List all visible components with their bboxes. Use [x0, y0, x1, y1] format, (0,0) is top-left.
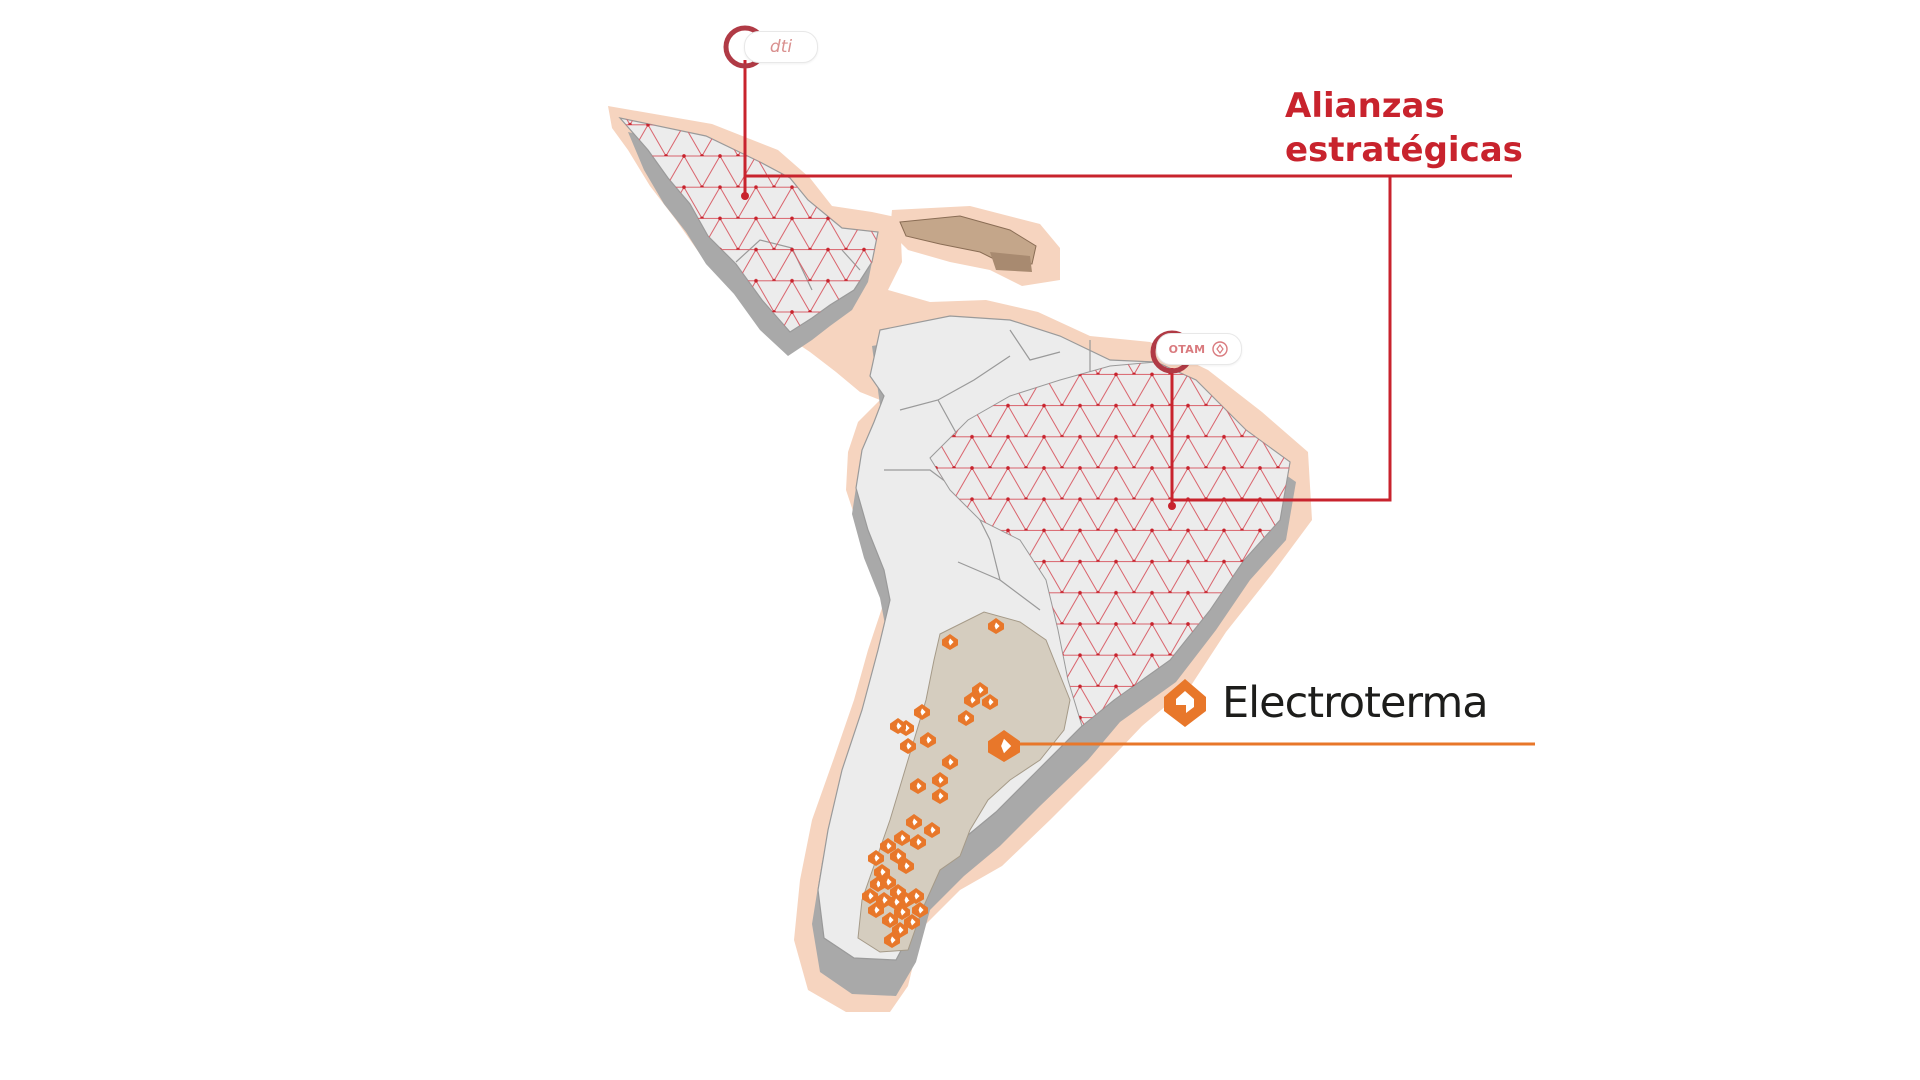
- electroterma-marker-icon: [912, 902, 928, 918]
- electroterma-marker-icon: [988, 730, 1020, 762]
- electroterma-marker-icon: [876, 892, 892, 908]
- otam-logo-text: OTAM: [1168, 342, 1206, 356]
- electroterma-marker-icon: [894, 904, 910, 920]
- electroterma-marker-icon: [898, 858, 914, 874]
- alliances-title: Alianzas estratégicas: [1285, 84, 1523, 172]
- pin-dti-label[interactable]: dti: [744, 31, 818, 63]
- electroterma-marker-icon: [908, 888, 924, 904]
- electroterma-markers: [862, 618, 1020, 948]
- electroterma-marker-icon: [914, 704, 930, 720]
- electroterma-marker-icon: [982, 694, 998, 710]
- electroterma-marker-icon: [868, 850, 884, 866]
- electroterma-marker-icon: [904, 914, 920, 930]
- electroterma-marker-icon: [892, 922, 908, 938]
- electroterma-marker-icon: [932, 788, 948, 804]
- electroterma-marker-icon: [862, 888, 878, 904]
- electroterma-name: Electroterma: [1222, 678, 1489, 728]
- electroterma-marker-icon: [964, 692, 980, 708]
- electroterma-marker-icon: [988, 618, 1004, 634]
- electroterma-marker-icon: [890, 718, 906, 734]
- otam-emblem-icon: [1212, 341, 1229, 357]
- pin-otam-label[interactable]: OTAM: [1156, 333, 1242, 365]
- electroterma-marker-icon: [900, 738, 916, 754]
- electroterma-marker-icon: [910, 778, 926, 794]
- alliances-title-line2: estratégicas: [1285, 130, 1523, 170]
- electroterma-marker-icon: [972, 682, 988, 698]
- electroterma-marker-icon: [958, 710, 974, 726]
- electroterma-logo[interactable]: Electroterma: [1162, 675, 1489, 731]
- electroterma-marker-icon: [884, 932, 900, 948]
- dti-logo-text: dti: [769, 37, 793, 57]
- electroterma-marker-icon: [868, 902, 884, 918]
- electroterma-logo-icon: [1164, 679, 1206, 727]
- electroterma-marker-icon: [894, 830, 910, 846]
- electroterma-marker-icon: [942, 634, 958, 650]
- alliances-title-line1: Alianzas: [1285, 86, 1445, 126]
- electroterma-marker-icon: [906, 814, 922, 830]
- electroterma-marker-icon: [880, 874, 896, 890]
- caribbean-islands: [899, 215, 1037, 272]
- electroterma-marker-icon: [920, 732, 936, 748]
- electroterma-marker-icon: [942, 754, 958, 770]
- electroterma-marker-icon: [890, 848, 906, 864]
- electroterma-marker-icon: [924, 822, 940, 838]
- alliance-connectors: [743, 60, 1512, 506]
- electroterma-marker-icon: [882, 912, 898, 928]
- electroterma-marker-icon: [910, 834, 926, 850]
- electroterma-marker-icon: [880, 838, 896, 854]
- electroterma-marker-icon: [932, 772, 948, 788]
